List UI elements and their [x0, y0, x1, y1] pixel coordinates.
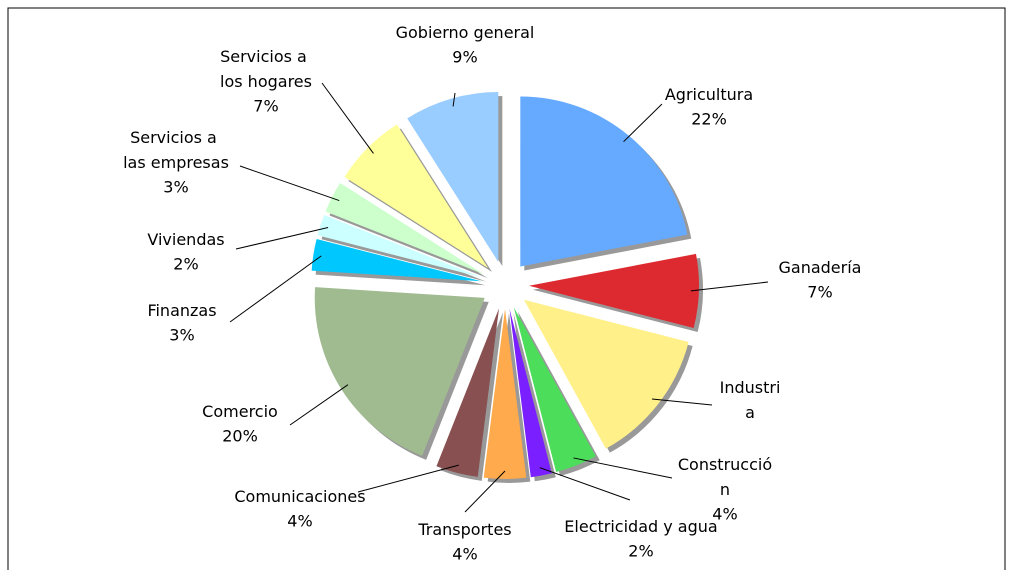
value-label: 2%: [628, 542, 653, 561]
slice-label: Finanzas: [147, 301, 216, 320]
leader-line: [321, 82, 374, 154]
slice: [528, 253, 699, 329]
leader-line: [357, 464, 459, 493]
value-label: 3%: [169, 326, 194, 345]
slice-shadow: [513, 312, 556, 482]
leader-line: [239, 165, 340, 202]
leader-line: [690, 281, 769, 292]
slice: [314, 287, 485, 456]
value-label: 20%: [222, 427, 258, 446]
slice: [483, 309, 527, 479]
value-label: 2%: [173, 255, 198, 274]
slice-label: Construcció n: [678, 455, 772, 499]
slice: [513, 307, 596, 472]
value-label: 7%: [807, 283, 832, 302]
value-label: 4%: [452, 545, 477, 564]
slice-label: Ganadería: [779, 258, 862, 277]
leader-line: [651, 398, 713, 406]
slice-label: Servicios a los hogares: [220, 47, 312, 91]
slice: [344, 124, 489, 269]
value-label: 7%: [253, 97, 278, 116]
slices: [311, 91, 699, 479]
slice: [325, 183, 484, 275]
slice-label: Viviendas: [147, 230, 224, 249]
slice-label: Comercio: [202, 402, 278, 421]
leader-line: [464, 470, 506, 513]
slice-label: Servicios a las empresas: [123, 128, 229, 172]
value-label: 3%: [163, 178, 188, 197]
leader-line: [289, 384, 349, 426]
leader-line: [539, 467, 631, 501]
slice-label: Transportes: [417, 520, 511, 539]
chart-frame: [7, 7, 1006, 570]
leader-line: [229, 255, 322, 323]
leader-line: [623, 103, 663, 143]
value-label: 4%: [712, 505, 737, 524]
slice: [436, 308, 500, 477]
labels: Agricultura 22% Ganadería 7% Industri a Constr…: [123, 23, 861, 564]
slice-label: Industri a: [720, 378, 781, 422]
leader-line: [452, 92, 456, 107]
value-label: 9%: [452, 48, 477, 67]
slice-label: Electricidad y agua: [564, 517, 717, 536]
slice: [407, 91, 499, 262]
slice: [520, 96, 688, 267]
leader-line: [573, 457, 673, 479]
slice-label: Agricultura: [665, 85, 753, 104]
slice-label: Gobierno general: [396, 23, 535, 42]
slice: [509, 308, 552, 478]
slice: [317, 215, 483, 278]
slice: [311, 238, 482, 282]
value-label: 22%: [691, 110, 727, 129]
slice-label: Comunicaciones: [234, 487, 365, 506]
leader-line: [235, 227, 329, 250]
value-label: 4%: [287, 512, 312, 531]
slice: [523, 299, 689, 449]
